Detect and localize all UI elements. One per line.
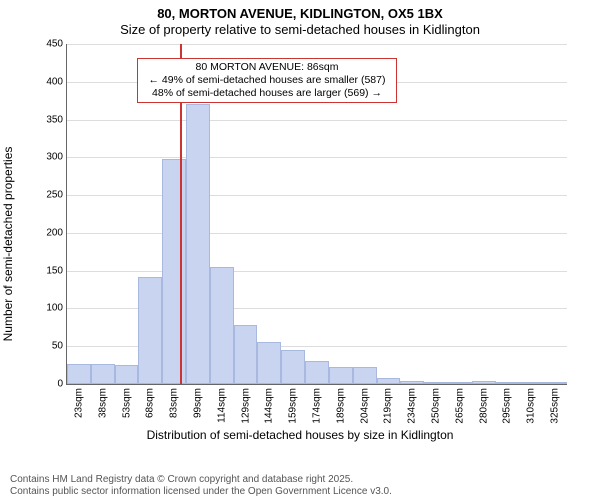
y-tick-label: 250 (46, 190, 67, 201)
x-tick-label: 219sqm (383, 388, 394, 424)
histogram-bar (186, 104, 210, 384)
histogram-bar (472, 381, 496, 384)
callout-line-2: ← 49% of semi-detached houses are smalle… (144, 74, 390, 87)
attribution-footer: Contains HM Land Registry data © Crown c… (10, 474, 392, 498)
x-tick-label: 234sqm (407, 388, 418, 424)
y-tick-label: 350 (46, 114, 67, 125)
footer-line-1: Contains HM Land Registry data © Crown c… (10, 474, 392, 486)
footer-line-2: Contains public sector information licen… (10, 486, 392, 498)
y-tick-label: 400 (46, 76, 67, 87)
x-tick-label: 280sqm (478, 388, 489, 424)
page-title-line1: 80, MORTON AVENUE, KIDLINGTON, OX5 1BX (0, 6, 600, 22)
x-tick-label: 129sqm (240, 388, 251, 424)
histogram-bar (448, 382, 472, 384)
histogram-bar (115, 365, 139, 384)
x-tick-label: 114sqm (216, 388, 227, 423)
callout-box: 80 MORTON AVENUE: 86sqm← 49% of semi-det… (137, 58, 397, 103)
x-tick-label: 99sqm (192, 388, 203, 418)
histogram-bar (257, 342, 281, 384)
histogram-bar (496, 382, 520, 384)
y-tick-label: 450 (46, 39, 67, 50)
y-axis-label: Number of semi-detached properties (1, 147, 15, 342)
chart-container: Number of semi-detached properties 05010… (18, 44, 582, 444)
histogram-bar (424, 382, 448, 384)
gridline (67, 44, 567, 45)
y-tick-label: 100 (46, 303, 67, 314)
histogram-bar (305, 361, 329, 384)
x-tick-label: 189sqm (335, 388, 346, 424)
histogram-bar (234, 325, 258, 384)
x-tick-label: 144sqm (264, 388, 275, 424)
histogram-bar (400, 381, 424, 384)
x-tick-label: 23sqm (73, 388, 84, 418)
histogram-bar (91, 364, 115, 384)
x-tick-label: 204sqm (359, 388, 370, 424)
callout-line-3: 48% of semi-detached houses are larger (… (144, 87, 390, 100)
x-tick-label: 68sqm (145, 388, 156, 418)
y-tick-label: 50 (52, 341, 67, 352)
histogram-bar (377, 378, 401, 384)
x-tick-label: 325sqm (550, 388, 561, 424)
gridline (67, 233, 567, 234)
histogram-bar (281, 350, 305, 384)
y-tick-label: 300 (46, 152, 67, 163)
gridline (67, 157, 567, 158)
histogram-bar (519, 382, 543, 384)
histogram-plot: 05010015020025030035040045023sqm38sqm53s… (66, 44, 567, 385)
histogram-bar (353, 367, 377, 384)
x-tick-label: 159sqm (288, 388, 299, 424)
y-tick-label: 0 (57, 379, 67, 390)
x-tick-label: 174sqm (312, 388, 323, 424)
gridline (67, 195, 567, 196)
histogram-bar (543, 382, 567, 384)
x-tick-label: 265sqm (454, 388, 465, 424)
x-tick-label: 53sqm (121, 388, 132, 418)
x-tick-label: 310sqm (526, 388, 537, 424)
x-tick-label: 83sqm (169, 388, 180, 418)
page-title-line2: Size of property relative to semi-detach… (0, 22, 600, 38)
x-tick-label: 38sqm (97, 388, 108, 418)
histogram-bar (210, 267, 234, 384)
histogram-bar (329, 367, 353, 384)
gridline (67, 120, 567, 121)
gridline (67, 271, 567, 272)
x-tick-label: 250sqm (431, 388, 442, 424)
x-axis-label: Distribution of semi-detached houses by … (18, 428, 582, 442)
callout-line-1: 80 MORTON AVENUE: 86sqm (144, 61, 390, 74)
x-tick-label: 295sqm (502, 388, 513, 424)
histogram-bar (138, 277, 162, 384)
y-tick-label: 200 (46, 227, 67, 238)
histogram-bar (67, 364, 91, 384)
histogram-bar (162, 159, 186, 384)
y-tick-label: 150 (46, 265, 67, 276)
